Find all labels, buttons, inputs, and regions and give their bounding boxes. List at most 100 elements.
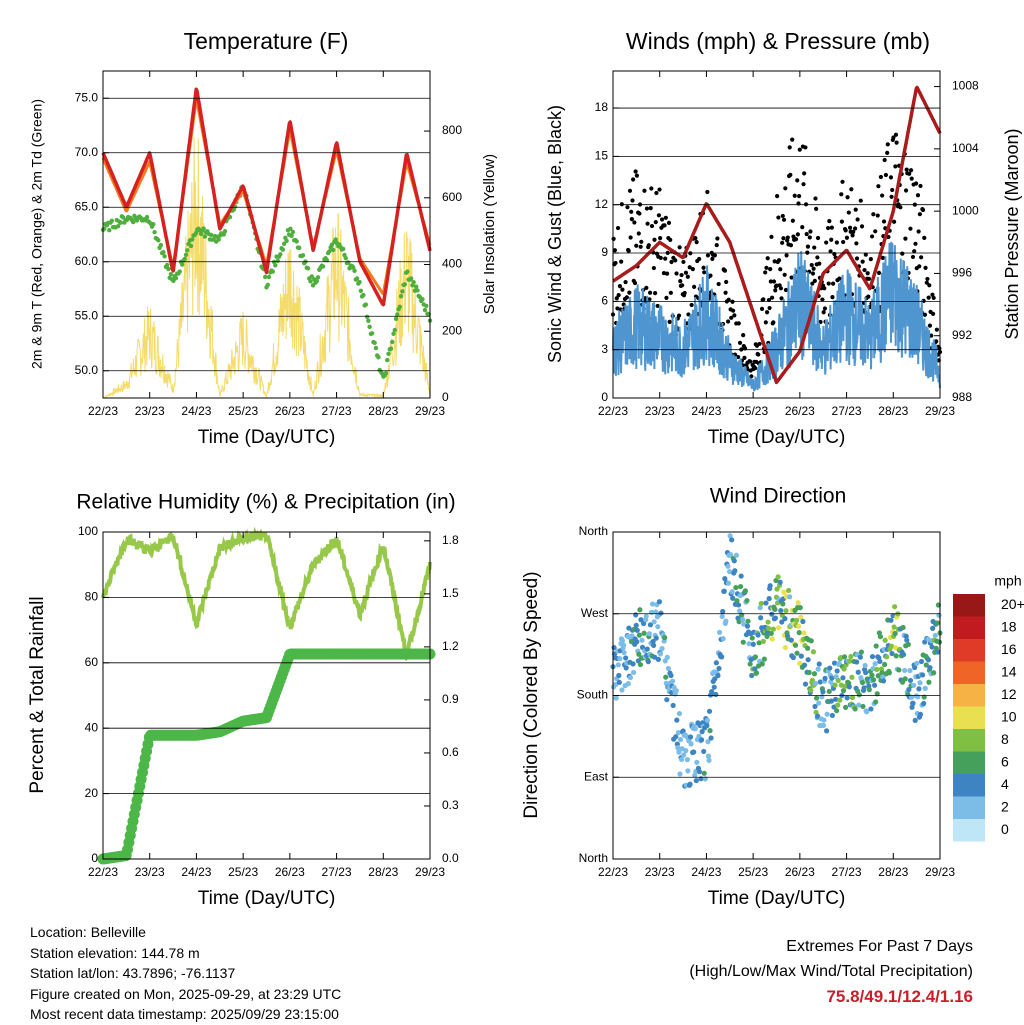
direction-point	[896, 667, 902, 673]
direction-point	[758, 615, 764, 621]
gust-point	[853, 226, 858, 231]
direction-point	[826, 688, 832, 695]
winds-title: Winds (mph) & Pressure (mb)	[626, 28, 930, 54]
direction-point	[760, 638, 766, 644]
gust-point	[628, 235, 633, 240]
legend-label: 12	[1001, 686, 1017, 702]
gust-point	[858, 198, 863, 203]
direction-point	[725, 563, 731, 569]
gust-point	[792, 193, 797, 198]
y2-tick-label: 0.0	[442, 851, 459, 865]
gust-point	[701, 265, 706, 270]
x-tick-label: 25/23	[228, 404, 258, 418]
gust-point	[613, 260, 618, 266]
dewpoint-point	[424, 303, 429, 308]
direction-point	[733, 552, 740, 558]
gust-point	[809, 262, 814, 268]
gust-point	[795, 178, 800, 183]
gust-point	[774, 283, 779, 288]
dewpoint-point	[266, 274, 272, 280]
gust-point	[634, 243, 639, 248]
direction-point	[852, 706, 858, 712]
direction-point	[774, 586, 780, 592]
direction-point	[790, 654, 796, 661]
gust-point	[757, 341, 762, 347]
dewpoint-point	[308, 279, 313, 284]
direction-point	[891, 624, 897, 630]
gust-point	[658, 236, 663, 241]
direction-point	[902, 676, 908, 682]
x-tick-label: 29/23	[415, 404, 445, 418]
gust-point	[817, 261, 822, 266]
gust-point	[807, 235, 812, 240]
direction-point	[696, 769, 703, 775]
direction-point	[797, 605, 803, 611]
gust-point	[771, 279, 777, 284]
direction-point	[675, 730, 682, 736]
direction-point	[659, 645, 665, 652]
direction-point	[879, 670, 885, 676]
y-tick-label: 60	[85, 655, 99, 669]
gust-point	[742, 355, 747, 360]
direction-point	[704, 723, 710, 729]
gust-point	[922, 312, 928, 317]
direction-point	[848, 653, 854, 660]
direction-point	[674, 717, 680, 723]
direction-point	[678, 756, 685, 763]
direction-point	[630, 669, 637, 676]
gust-point	[801, 182, 806, 187]
gust-point	[768, 279, 773, 284]
legend-label: 0	[1001, 821, 1009, 837]
dewpoint-point	[107, 227, 112, 233]
gust-point	[882, 157, 887, 163]
direction-point	[812, 703, 818, 710]
direction-point	[808, 687, 814, 693]
gust-point	[844, 235, 850, 240]
gust-point	[839, 219, 845, 224]
gust-point	[793, 237, 799, 242]
gust-point	[824, 240, 829, 245]
direction-point	[713, 691, 719, 698]
dewpoint-point	[385, 357, 390, 363]
direction-point	[908, 694, 915, 700]
x-axis-label: Time (Day/UTC)	[708, 888, 846, 909]
recent-text: Most recent data timestamp: 2025/09/29 2…	[30, 1006, 339, 1022]
pressure-line	[612, 85, 942, 385]
elevation-text: Station elevation: 144.78 m	[30, 944, 200, 961]
dewpoint-point	[390, 339, 395, 345]
gust-point	[918, 183, 923, 189]
direction-point	[831, 660, 838, 666]
gust-point	[908, 168, 914, 173]
y-tick-label: North	[579, 524, 608, 538]
gust-point	[732, 313, 737, 318]
direction-point	[761, 656, 767, 662]
gust-point	[680, 283, 685, 288]
gust-point	[881, 219, 887, 224]
gust-point	[779, 296, 784, 301]
dewpoint-point	[290, 229, 296, 235]
gust-point	[811, 266, 816, 271]
dewpoint-point	[130, 219, 136, 225]
direction-point	[875, 673, 881, 679]
direction-point	[797, 660, 803, 666]
gust-point	[769, 295, 775, 300]
direction-point	[729, 589, 735, 595]
gust-point	[829, 225, 834, 230]
dewpoint-point	[369, 331, 375, 336]
direction-point	[840, 688, 847, 694]
dewpoint-point	[222, 229, 228, 234]
x-tick-label: 28/23	[368, 404, 398, 418]
gust-point	[759, 306, 765, 312]
gust-point	[891, 135, 896, 140]
gust-point	[805, 244, 811, 249]
gust-point	[692, 284, 697, 289]
direction-point	[712, 676, 718, 682]
direction-point	[663, 680, 669, 686]
y-tick-label: 15	[595, 149, 609, 163]
direction-point	[733, 584, 739, 591]
direction-point	[882, 637, 888, 643]
dewpoint-point	[314, 278, 320, 284]
y-tick-label: 100	[78, 524, 98, 538]
direction-point	[677, 736, 684, 743]
gust-point	[920, 207, 926, 213]
